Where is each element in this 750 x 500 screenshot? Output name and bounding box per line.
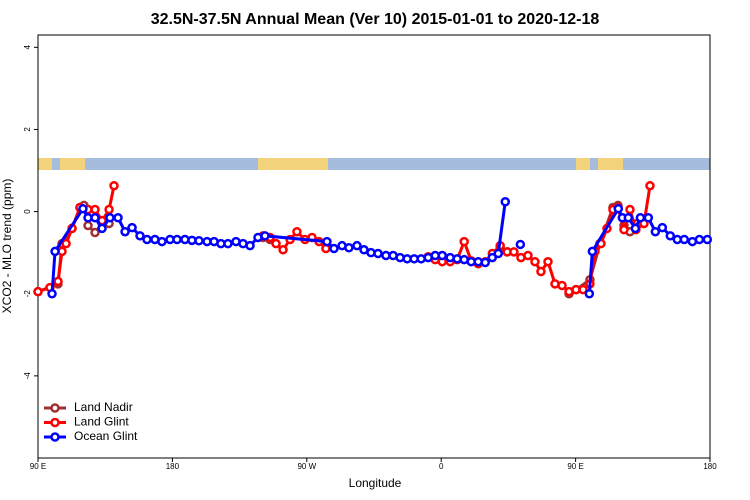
data-point [373,248,383,259]
data-point [344,242,354,253]
data-point [650,226,661,237]
data-point [625,204,635,215]
data-point [104,204,114,215]
legend-label: Ocean Glint [74,429,138,443]
data-point [557,280,567,291]
x-tick-label: 180 [703,462,717,471]
data-point [90,213,100,223]
x-tick-label: 90 E [567,462,583,471]
data-point [536,266,546,277]
data-point [105,213,115,223]
data-point [292,226,302,237]
data-point [223,238,233,249]
y-axis-label: XCO2 - MLO trend (ppm) [0,179,14,314]
data-point [619,224,629,235]
data-point [523,250,533,261]
x-tick-label: 90 E [30,462,46,471]
data-point [78,203,88,214]
legend-swatch [50,403,60,413]
data-point [142,234,152,245]
legend-swatch [50,432,60,442]
x-tick-label: 90 W [297,462,316,471]
series-line [37,185,652,294]
data-point [135,231,145,241]
y-tick-label: 0 [23,209,32,214]
data-point [623,213,634,223]
data-point [584,288,595,299]
data-point [643,213,654,223]
y-tick-label: 4 [23,45,32,50]
data-point [613,203,624,214]
y-tick-label: 2 [23,127,32,132]
data-point [322,236,332,247]
data-point [245,240,255,251]
x-tick-label: 0 [439,462,444,471]
data-point [53,276,63,287]
data-point [509,247,519,257]
data-point [543,256,553,267]
data-point [194,236,204,246]
legend-label: Land Glint [74,415,129,429]
data-point [702,234,713,245]
data-point [480,257,491,268]
legend-label: Land Nadir [74,400,133,414]
data-point [90,204,100,215]
x-axis-label: Longitude [349,476,402,490]
data-point [113,213,123,223]
data-point [459,236,469,247]
data-point [33,286,43,297]
plot-frame [37,34,711,459]
data-point [260,231,270,241]
data-point [530,256,540,267]
data-point [493,248,503,259]
data-point [352,240,362,251]
data-point [587,246,598,257]
data-point [271,238,281,249]
y-tick-label: -4 [23,372,32,380]
data-point [665,231,676,241]
data-point [90,227,100,238]
data-point [500,196,511,207]
data-point [120,226,130,237]
land-ocean-strip [38,158,710,170]
legend-swatch [50,417,60,428]
y-tick-label: -2 [23,290,32,298]
data-point [515,239,526,250]
data-point [127,222,137,233]
data-point [578,284,588,295]
data-point [679,234,690,245]
chart-title: 32.5N-37.5N Annual Mean (Ver 10) 2015-01… [151,11,600,28]
data-point [487,252,498,263]
data-point [635,213,646,223]
data-point [329,243,339,254]
data-point [109,180,119,191]
data-point [630,223,641,234]
data-point [645,180,655,191]
data-point [694,234,705,245]
data-point [437,250,447,261]
data-point [278,245,288,255]
data-point [97,223,107,234]
data-point [83,220,93,231]
data-point [157,236,167,247]
data-point [61,238,71,249]
x-tick-label: 180 [166,462,180,471]
data-point [172,234,182,245]
data-point [50,246,60,257]
data-point [657,222,668,233]
data-point [47,288,57,299]
